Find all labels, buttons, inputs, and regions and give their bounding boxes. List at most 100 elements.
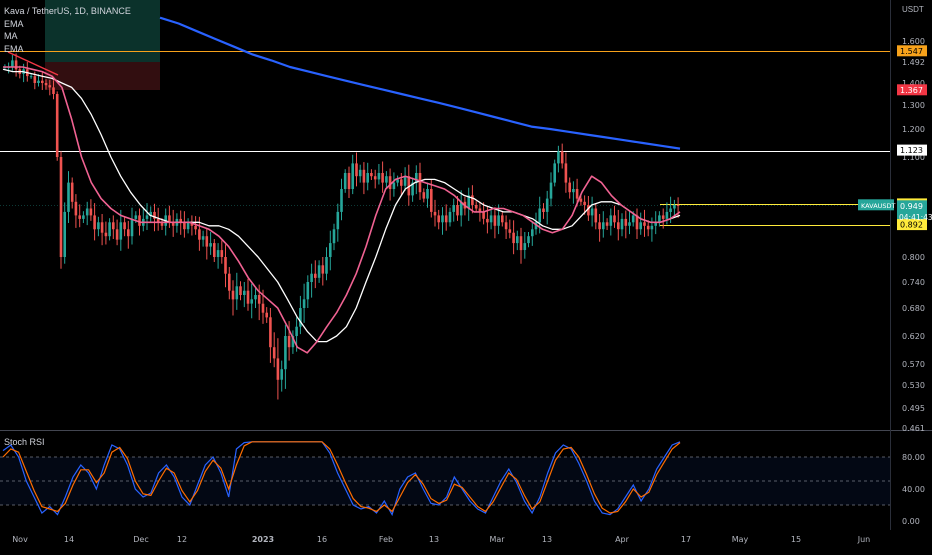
candle-body [171,222,175,226]
time-tick-label: 2023 [252,535,274,544]
candle-body [452,205,455,212]
candle-body [201,236,205,240]
candle-body [534,222,538,230]
symbol-tag-box [858,199,894,211]
candle-body [314,273,317,278]
candle-body [82,215,85,219]
candle-body [486,218,489,223]
candle-body [112,222,115,230]
candle-body [254,295,257,300]
candle-body [370,173,373,177]
candle-body [183,222,186,230]
time-tick-label: Nov [12,535,28,544]
candle-body [355,163,358,177]
candle-body [48,85,52,88]
candle-body [531,229,534,237]
price-tick-label: 0.570 [902,360,925,369]
candle-body [55,94,59,157]
candle-body [415,173,418,183]
candle-body [512,232,515,244]
time-tick-label: 13 [429,535,439,544]
candle-body [321,265,325,274]
candle-body [89,208,93,216]
candle-body [205,236,209,247]
price-tick-label: 1.600 [902,37,925,46]
candle-body [209,243,212,247]
candles[interactable] [3,53,680,400]
candle-body [156,218,160,223]
time-tick-label: Dec [133,535,148,544]
symbol-title[interactable]: Kava / TetherUS, 1D, BINANCE [4,6,131,16]
candle-body [467,195,470,209]
price-label-text: 1.123 [900,146,923,155]
candle-body [579,198,583,202]
price-tick-label: 1.300 [902,101,925,110]
candle-body [224,257,227,274]
price-axis[interactable]: 1.600 1.492 1.400 1.300 1.200 1.100 0.800 0.740… [902,37,925,526]
countdown-text: 04:41:43 [899,213,932,222]
indicator-ema-2[interactable]: EMA [4,43,24,54]
candle-body [617,222,620,230]
candle-body [257,295,261,304]
moving-averages [2,16,681,354]
horizontal-lines[interactable] [0,51,890,226]
candle-body [673,205,676,209]
stoch-rsi-lines [2,441,681,517]
candle-body [549,182,553,199]
candle-body [381,173,384,183]
candle-body [478,208,482,212]
stoch-rsi-title[interactable]: Stoch RSI [4,437,45,447]
candle-body [299,308,302,327]
time-tick-label: 15 [791,535,801,544]
time-tick-label: 16 [317,535,327,544]
candle-body [190,222,194,226]
candle-body [504,222,508,230]
candle-body [471,195,474,205]
candle-body [676,205,680,206]
candle-body [400,179,403,186]
chart-legend: Kava / TetherUS, 1D, BINANCE EMA MA EMA [4,5,131,55]
candle-body [658,215,661,223]
candle-body [115,229,119,240]
candle-body [343,173,347,189]
candle-body [231,290,235,300]
candle-body [59,157,63,257]
candle-body [287,336,291,348]
price-tick-label: 1.100 [902,153,925,162]
currency-label: USDT [902,5,924,14]
candle-body [538,208,541,223]
stoch-rsi-series-1 [2,441,681,514]
candle-body [665,211,669,219]
candle-body [269,317,272,348]
time-tick-label: Feb [379,535,393,544]
candle-body [358,169,362,177]
candle-body [403,176,407,186]
candle-body [459,201,463,216]
candle-body [441,215,444,223]
price-label-text: 1.547 [900,47,923,56]
candle-body [587,205,590,216]
candle-body [433,211,437,216]
indicator-ema-1[interactable]: EMA [4,18,24,29]
candle-body [70,182,74,202]
time-tick-label: Apr [615,535,630,544]
candle-body [78,215,81,219]
candle-body [545,198,549,212]
candle-body [482,211,485,219]
candle-body [216,250,220,257]
time-tick-label: Mar [489,535,505,544]
candle-body [246,290,250,304]
indicator-ma[interactable]: MA [4,31,18,41]
ema-long-line [159,16,681,150]
candle-body [347,173,351,189]
candle-body [74,201,78,216]
price-label-text: 1.367 [900,86,923,95]
candle-body [153,211,156,219]
price-label-box [897,45,927,57]
candle-body [426,189,429,199]
time-axis[interactable]: Nov 14 Dec 12 2023 16 Feb 13 Mar 13 Apr 17 May 15 Jun [12,535,870,544]
candle-body [583,201,586,205]
candle-body [609,215,613,226]
